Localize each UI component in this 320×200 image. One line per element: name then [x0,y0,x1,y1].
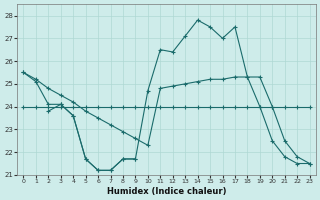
X-axis label: Humidex (Indice chaleur): Humidex (Indice chaleur) [107,187,226,196]
